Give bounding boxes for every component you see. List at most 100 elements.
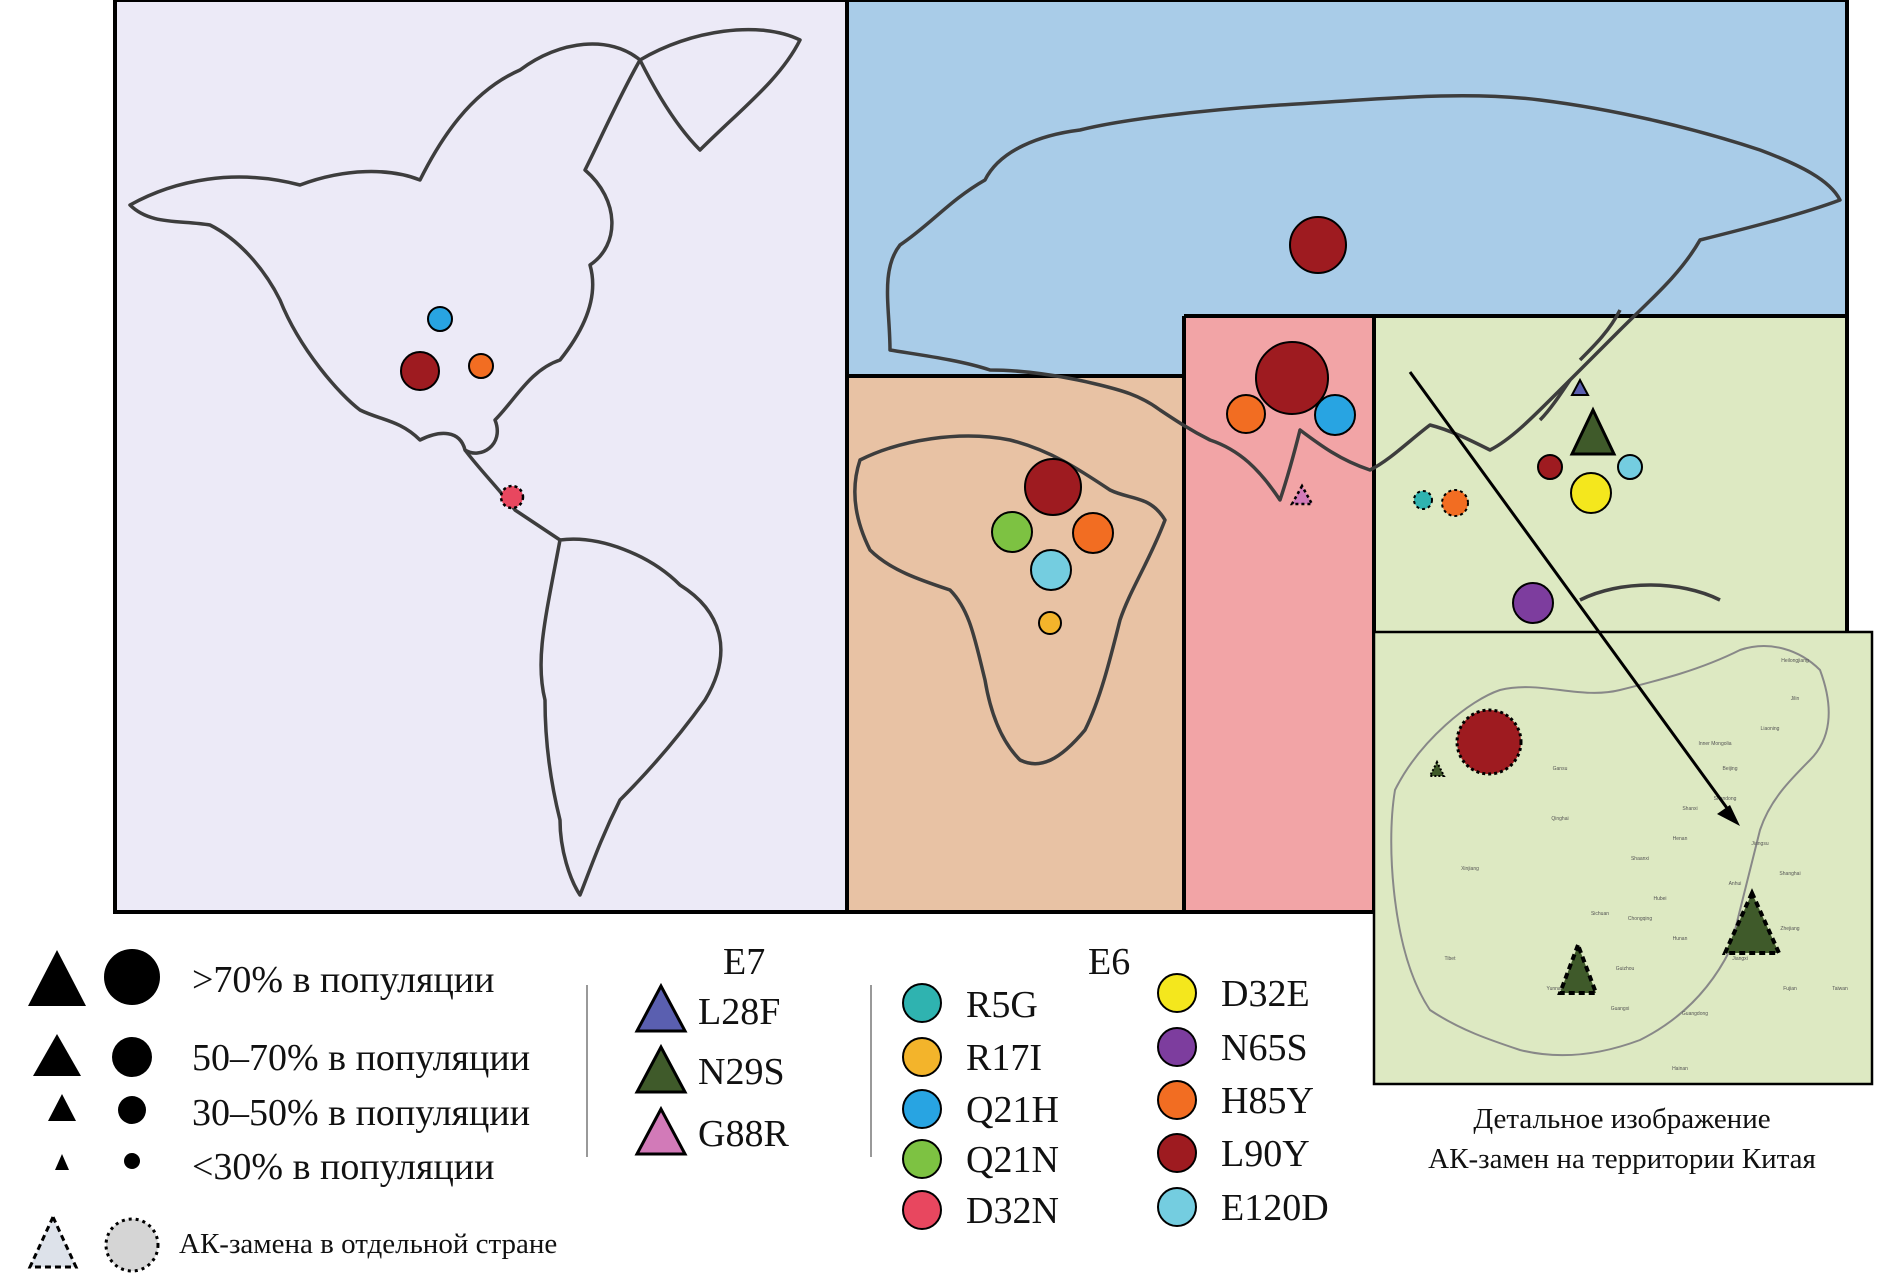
china-province-label: Inner Mongolia bbox=[1698, 741, 1731, 747]
e7-label-1: N29S bbox=[698, 1051, 785, 1093]
china-province-label: Heilongjiang bbox=[1781, 658, 1809, 664]
e6-swatch-6 bbox=[1157, 1027, 1197, 1067]
marker-africa-r17i bbox=[1038, 611, 1062, 635]
e6-title: E6 bbox=[1088, 941, 1131, 983]
e6-label-5: D32E bbox=[1221, 973, 1310, 1015]
e7-swatch-0 bbox=[634, 982, 688, 1033]
china-province-label: Qinghai bbox=[1551, 816, 1568, 822]
e7-swatch-2 bbox=[634, 1105, 688, 1156]
marker-south-asia-h85y bbox=[1226, 394, 1266, 434]
e7-label-0: L28F bbox=[698, 991, 781, 1033]
china-inset bbox=[1372, 630, 1874, 1086]
inset-arrow bbox=[1408, 371, 1734, 816]
e6-swatch-7 bbox=[1157, 1080, 1197, 1120]
china-province-label: Henan bbox=[1673, 836, 1688, 842]
marker-east-asia-d32e bbox=[1570, 472, 1612, 514]
marker-americas-d32n bbox=[499, 484, 525, 510]
marker-china-n29s-medium bbox=[1557, 939, 1599, 995]
legend-triangle-dashed bbox=[27, 1213, 79, 1269]
marker-east-asia-h85y bbox=[1441, 489, 1469, 517]
e6-swatch-1 bbox=[902, 1037, 942, 1077]
marker-east-asia-l28f bbox=[1570, 377, 1590, 396]
e6-label-6: N65S bbox=[1221, 1027, 1308, 1069]
e6-swatch-0 bbox=[902, 983, 942, 1023]
greenland-outline bbox=[638, 27, 802, 152]
marker-eurasia-l90y bbox=[1289, 216, 1347, 274]
japan-outline bbox=[1538, 309, 1622, 422]
marker-east-asia-l90y bbox=[1537, 454, 1563, 480]
marker-east-asia-n65s bbox=[1512, 582, 1554, 624]
china-province-label: Shaanxi bbox=[1631, 856, 1649, 862]
marker-americas-h85y bbox=[468, 353, 494, 379]
legend-size-label-0: >70% в популяции bbox=[192, 959, 495, 1001]
north-america-outline bbox=[128, 42, 642, 455]
china-province-label: Guangxi bbox=[1611, 1006, 1630, 1012]
e6-swatch-4 bbox=[902, 1190, 942, 1230]
marker-americas-l90y bbox=[400, 351, 440, 391]
legend-triangle-small bbox=[48, 1094, 76, 1121]
marker-east-asia-n29s bbox=[1569, 406, 1617, 456]
marker-africa-l90y bbox=[1024, 458, 1082, 516]
marker-africa-e120d bbox=[1030, 549, 1072, 591]
china-province-label: Guangdong bbox=[1682, 1011, 1708, 1017]
e6-label-9: E120D bbox=[1221, 1187, 1329, 1229]
china-province-label: Jiangsu bbox=[1751, 841, 1768, 847]
e6-label-4: D32N bbox=[966, 1190, 1059, 1232]
legend-triangle-large bbox=[28, 950, 86, 1006]
marker-south-asia-l90y bbox=[1255, 341, 1329, 415]
china-province-label: Yunnan bbox=[1547, 986, 1564, 992]
africa-outline bbox=[853, 434, 1167, 766]
region-americas bbox=[115, 0, 847, 912]
legend-size-label-2: 30–50% в популяции bbox=[192, 1092, 531, 1134]
region-eurasia bbox=[847, 0, 1847, 376]
e6-label-7: H85Y bbox=[1221, 1080, 1314, 1122]
legend-size-label-1: 50–70% в популяции bbox=[192, 1037, 531, 1079]
marker-east-asia-r5g bbox=[1413, 490, 1433, 510]
australia-outline bbox=[1579, 583, 1721, 602]
marker-south-asia-q21h bbox=[1314, 394, 1356, 436]
south-america-outline bbox=[539, 537, 723, 897]
marker-china-n29s-small bbox=[1428, 759, 1446, 777]
china-province-label: Jiangxi bbox=[1732, 956, 1748, 962]
china-province-label: Taiwan bbox=[1832, 986, 1848, 992]
legend-circle-dashed bbox=[104, 1217, 160, 1273]
china-province-label: Xinjiang bbox=[1461, 866, 1479, 872]
e6-swatch-2 bbox=[902, 1089, 942, 1129]
china-province-label: Anhui bbox=[1729, 881, 1742, 887]
china-province-label: Jilin bbox=[1791, 696, 1800, 702]
china-province-label: Beijing bbox=[1722, 766, 1737, 772]
central-america-outline bbox=[463, 448, 561, 542]
legend-circle-large bbox=[104, 949, 160, 1005]
legend-circle-tiny bbox=[124, 1153, 140, 1169]
e6-swatch-5 bbox=[1157, 973, 1197, 1013]
eurasia-outline bbox=[885, 93, 1842, 502]
china-province-label: Guizhou bbox=[1616, 966, 1635, 972]
china-province-labels: Heilongjiang Jilin Liaoning Inner Mongolia B… bbox=[1445, 658, 1848, 1072]
china-province-label: Liaoning bbox=[1761, 726, 1780, 732]
marker-china-n29s-large bbox=[1721, 888, 1783, 955]
marker-africa-h85y bbox=[1072, 512, 1114, 554]
marker-china-l90y bbox=[1455, 708, 1523, 776]
e7-title: E7 bbox=[723, 941, 766, 983]
legend-size-label-3: <30% в популяции bbox=[192, 1146, 495, 1188]
china-province-label: Chongqing bbox=[1628, 916, 1652, 922]
china-caption-line-1: Детальное изображение bbox=[1473, 1103, 1771, 1135]
marker-south-asia-g88r bbox=[1289, 483, 1315, 506]
china-province-label: Hunan bbox=[1673, 936, 1688, 942]
inset-arrow-head bbox=[1717, 805, 1740, 826]
china-province-label: Shanxi bbox=[1682, 806, 1697, 812]
china-province-label: Shandong bbox=[1714, 796, 1737, 802]
e7-label-2: G88R bbox=[698, 1113, 789, 1155]
marker-africa-q21n bbox=[991, 511, 1033, 553]
china-caption-line-2: АК-замен на территории Китая bbox=[1428, 1143, 1816, 1175]
china-province-label: Shanghai bbox=[1779, 871, 1800, 877]
e6-label-8: L90Y bbox=[1221, 1133, 1310, 1175]
e7-swatch-1 bbox=[634, 1043, 688, 1094]
region-east-asia bbox=[1374, 316, 1847, 632]
e6-label-1: R17I bbox=[966, 1037, 1042, 1079]
e6-label-0: R5G bbox=[966, 984, 1038, 1026]
e6-swatch-3 bbox=[902, 1139, 942, 1179]
legend-triangle-medium bbox=[33, 1034, 81, 1076]
china-province-label: Hubei bbox=[1653, 896, 1666, 902]
